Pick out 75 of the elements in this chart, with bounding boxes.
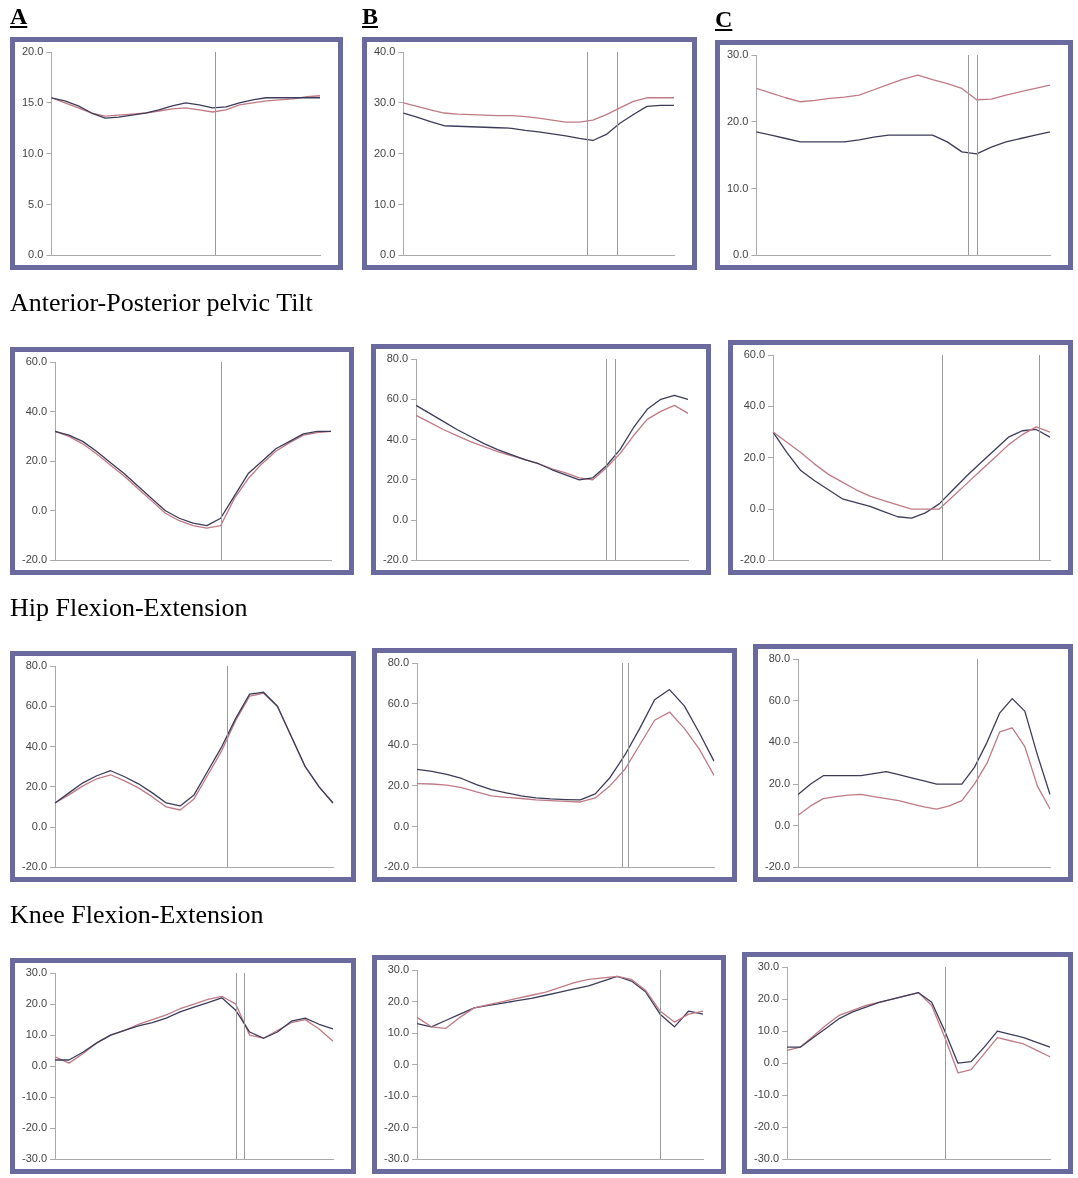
y-tick-label: -10.0: [21, 1090, 48, 1103]
y-tick-label: -30.0: [383, 1152, 410, 1165]
chart-title: C: [715, 6, 733, 33]
y-tick-label: 80.0: [387, 656, 410, 669]
y-tick-label: 60.0: [743, 348, 766, 361]
y-tick-label: 20.0: [373, 146, 396, 159]
y-tick-label: 20.0: [21, 45, 44, 58]
y-tick-label: -30.0: [21, 1152, 48, 1165]
y-tick-label: 20.0: [25, 997, 48, 1010]
y-tick-label: 15.0: [21, 95, 44, 108]
y-tick-label: 30.0: [373, 95, 396, 108]
y-tick-label: 10.0: [25, 1028, 48, 1041]
y-tick-label: 5.0: [28, 197, 44, 210]
y-tick-label: -20.0: [382, 553, 409, 566]
y-tick-label: 40.0: [386, 432, 409, 445]
y-tick-label: 20.0: [25, 779, 48, 792]
y-tick-label: 0.0: [380, 248, 396, 261]
y-tick-label: 30.0: [757, 960, 780, 973]
y-tick-label: 80.0: [768, 652, 791, 665]
y-tick-label: 10.0: [387, 1026, 410, 1039]
y-tick-label: 0.0: [733, 248, 749, 261]
y-tick-label: 0.0: [31, 1059, 48, 1072]
y-tick-label: 30.0: [387, 963, 410, 976]
chart-title: B: [362, 3, 379, 30]
y-tick-label: 20.0: [25, 454, 48, 467]
y-tick-label: 0.0: [31, 820, 48, 833]
y-tick-label: 60.0: [387, 696, 410, 709]
y-tick-label: 40.0: [387, 737, 410, 750]
y-tick-label: 20.0: [726, 114, 749, 127]
y-tick-label: -20.0: [753, 1120, 780, 1133]
y-tick-label: 20.0: [387, 994, 410, 1007]
y-tick-label: 80.0: [25, 659, 48, 672]
y-tick-label: 0.0: [393, 1057, 410, 1070]
y-tick-label: 0.0: [28, 248, 44, 261]
y-tick-label: -10.0: [753, 1088, 780, 1101]
y-tick-label: 40.0: [743, 399, 766, 412]
y-tick-label: 60.0: [25, 699, 48, 712]
y-tick-label: 20.0: [386, 472, 409, 485]
y-tick-label: 0.0: [393, 819, 410, 832]
y-tick-label: 30.0: [25, 966, 48, 979]
y-tick-label: 0.0: [31, 503, 48, 516]
chart-title: A: [10, 3, 28, 30]
y-tick-label: 10.0: [21, 146, 44, 159]
text: Knee Flexion-Extension: [10, 900, 264, 930]
y-tick-label: 10.0: [726, 181, 749, 194]
y-tick-label: -20.0: [383, 860, 410, 873]
y-tick-label: -20.0: [739, 553, 766, 566]
y-tick-label: -20.0: [21, 1121, 48, 1134]
y-tick-label: 40.0: [373, 45, 396, 58]
y-tick-label: 10.0: [757, 1024, 780, 1037]
y-tick-label: -30.0: [753, 1152, 780, 1165]
y-tick-label: 20.0: [743, 450, 766, 463]
y-tick-label: 0.0: [774, 818, 791, 831]
y-tick-label: 60.0: [25, 355, 48, 368]
y-tick-label: 0.0: [763, 1056, 780, 1069]
y-tick-label: 80.0: [386, 352, 409, 365]
y-tick-label: -20.0: [383, 1120, 410, 1133]
y-tick-label: 40.0: [768, 735, 791, 748]
y-tick-label: 60.0: [386, 392, 409, 405]
y-tick-label: 20.0: [757, 992, 780, 1005]
text: Anterior-Posterior pelvic Tilt: [10, 288, 313, 318]
y-tick-label: 30.0: [726, 48, 749, 61]
y-tick-label: -20.0: [21, 553, 48, 566]
y-tick-label: 60.0: [768, 693, 791, 706]
y-tick-label: 40.0: [25, 404, 48, 417]
y-tick-label: 20.0: [387, 778, 410, 791]
y-tick-label: 0.0: [749, 502, 766, 515]
y-tick-label: 0.0: [392, 513, 409, 526]
y-tick-label: -10.0: [383, 1089, 410, 1102]
y-tick-label: 10.0: [373, 197, 396, 210]
text: Hip Flexion-Extension: [10, 593, 248, 623]
y-tick-label: -20.0: [21, 860, 48, 873]
y-tick-label: 40.0: [25, 739, 48, 752]
y-tick-label: -20.0: [764, 860, 791, 873]
y-tick-label: 20.0: [768, 777, 791, 790]
